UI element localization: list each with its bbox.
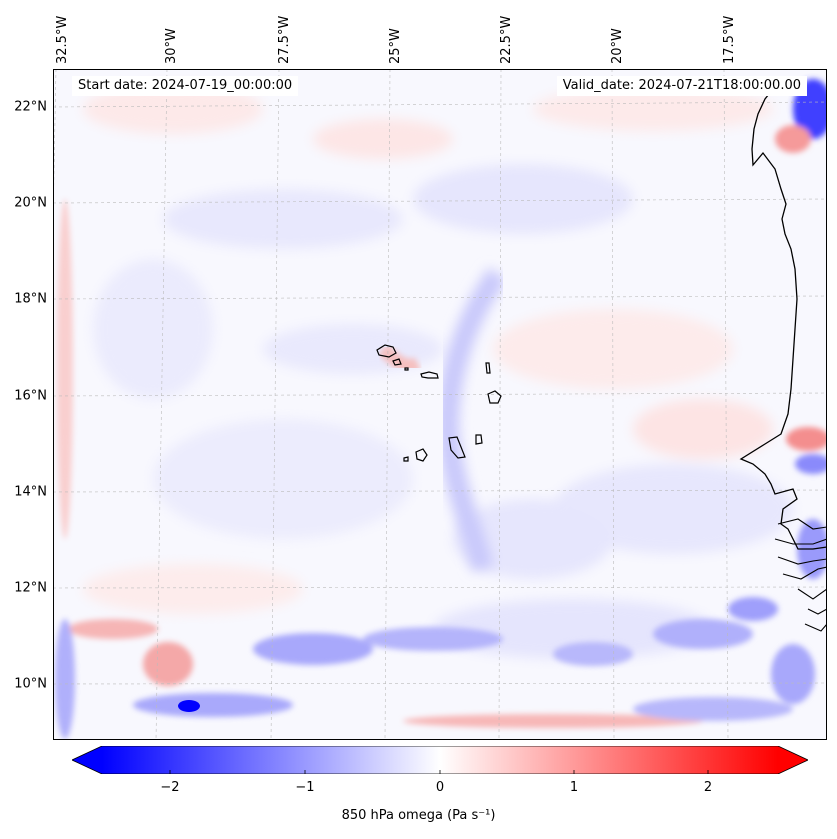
start-date-label: Start date: 2024-07-19_00:00:00 [72, 76, 299, 96]
colorbar-extend-max [778, 746, 808, 774]
strong-ascent-blob [178, 700, 200, 712]
island-sao-nicolau [420, 371, 439, 379]
plume-red [378, 343, 422, 373]
colorbar-extend-min [72, 746, 102, 774]
island-santo-antao [376, 344, 397, 358]
island-santiago [448, 436, 466, 459]
colorbar-label: 850 hPa omega (Pa s⁻¹) [341, 808, 496, 823]
omega-field [83, 84, 793, 659]
island-fogo [415, 448, 428, 462]
lat-label-22n: 22°N [14, 99, 47, 115]
colorbar-gradient [102, 746, 778, 774]
colorbar [72, 746, 808, 774]
lat-label-12n: 12°N [14, 580, 47, 596]
island-brava [403, 456, 409, 462]
cape-verde-islands [376, 344, 502, 462]
island-sal [485, 362, 491, 374]
colorbar-tick-1: 1 [569, 780, 579, 795]
lat-label-14n: 14°N [14, 484, 47, 500]
island-boa-vista [487, 390, 502, 404]
coastline-africa [739, 88, 827, 550]
lat-label-16n: 16°N [14, 388, 47, 404]
island-sao-vicente [392, 358, 402, 366]
valid-date-label: Valid_date: 2024-07-21T18:00:00.00 [556, 76, 807, 96]
lat-label-20n: 20°N [14, 195, 47, 211]
colorbar-tick-0: 0 [435, 780, 445, 795]
colorbar-tick-minus1: −1 [295, 780, 315, 795]
coastline-guinea [774, 518, 827, 632]
omega-map [53, 69, 827, 740]
island-santa-luzia [404, 367, 409, 371]
southern-band [55, 199, 815, 739]
island-maio [475, 434, 483, 445]
map-frame [53, 69, 827, 740]
plume-blue [436, 267, 507, 572]
colorbar-tick-minus2: −2 [160, 780, 180, 795]
colorbar-tick-2: 2 [703, 780, 713, 795]
lat-label-10n: 10°N [14, 676, 47, 692]
lat-label-18n: 18°N [14, 291, 47, 307]
graticule [53, 69, 827, 740]
